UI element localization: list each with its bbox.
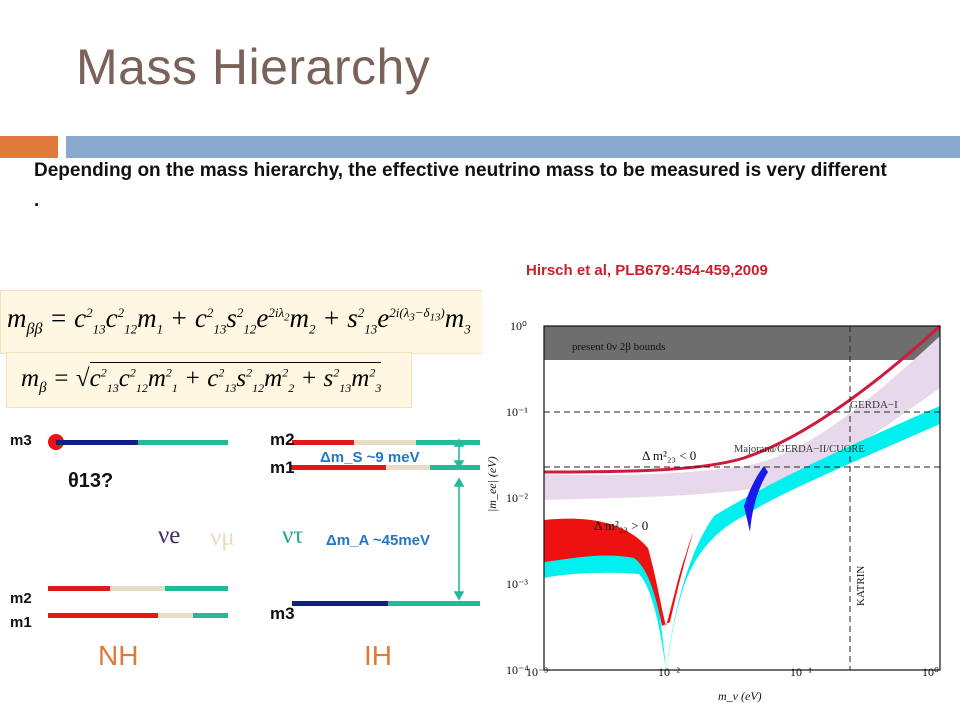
slide-title: Mass Hierarchy bbox=[76, 39, 431, 95]
title-underline-bar bbox=[66, 136, 960, 158]
ih-m3-level bbox=[292, 601, 480, 606]
y-tick-5: 10⁻⁴ bbox=[506, 663, 529, 677]
nh-m2-level bbox=[48, 586, 228, 591]
y-tick-4: 10⁻³ bbox=[506, 577, 528, 591]
nu-tau-label: ντ bbox=[282, 522, 304, 549]
nu-mu-label: νμ bbox=[210, 524, 235, 551]
solar-splitting-label: Δm_S ~9 meV bbox=[320, 449, 420, 466]
x-tick-3: 10⁻¹ bbox=[790, 665, 812, 679]
nh-m1-label: m1 bbox=[10, 614, 32, 631]
katrin-text: KATRIN bbox=[855, 566, 867, 606]
solar-splitting-arrow bbox=[453, 438, 465, 469]
x-tick-2: 10⁻² bbox=[658, 665, 680, 679]
majorana-text: Majorana/GERDA−II/CUORE bbox=[734, 444, 865, 455]
nh-m2-label: m2 bbox=[10, 590, 32, 607]
ih-blue-region bbox=[744, 466, 768, 532]
atmospheric-splitting-arrow bbox=[453, 477, 465, 601]
x-tick-4: 10⁰ bbox=[922, 665, 939, 679]
x-axis-label: m_ν (eV) bbox=[718, 689, 762, 703]
band-text: present 0ν 2β bounds bbox=[572, 341, 665, 353]
x-tick-1: 10⁻³ bbox=[526, 665, 548, 679]
nh-m1-level bbox=[48, 613, 228, 618]
y-axis-label: |m_ee| (eV) bbox=[485, 456, 499, 512]
nh-region-text: Δ m²₂₃ > 0 bbox=[594, 518, 648, 533]
gerda-text: GERDA−I bbox=[850, 399, 898, 411]
ih-band bbox=[544, 336, 940, 500]
y-tick-1: 10⁰ bbox=[510, 319, 527, 333]
nh-core bbox=[544, 518, 694, 626]
nh-m3-level bbox=[48, 434, 228, 450]
y-tick-2: 10⁻¹ bbox=[506, 405, 528, 419]
intro-text: Depending on the mass hierarchy, the eff… bbox=[34, 160, 887, 211]
title-underline-accent bbox=[0, 136, 58, 158]
mbb-equation: mββ = c213c212m1 + c213s212e2iλ2m2 + s21… bbox=[0, 290, 519, 354]
meff-plot: present 0ν 2β bounds GERDA−I Majorana/GE… bbox=[482, 290, 960, 720]
ih-m3-label: m3 bbox=[270, 604, 295, 623]
degenerate-line bbox=[543, 324, 942, 474]
citation-text: Hirsch et al, PLB679:454-459,2009 bbox=[526, 262, 768, 279]
ih-region-text: Δ m²₂₃ < 0 bbox=[642, 448, 696, 463]
ih-m2-label: m2 bbox=[270, 430, 295, 449]
nh-m3-label: m3 bbox=[10, 432, 32, 449]
theta13-label: θ13? bbox=[68, 470, 114, 492]
excluded-region bbox=[544, 326, 940, 360]
ih-m1-level bbox=[290, 465, 480, 470]
mb-equation: mβ = √c213c212m21 + c213s212m22 + s213m2… bbox=[6, 352, 412, 408]
ih-m2-level bbox=[292, 440, 480, 445]
mass-level-diagram bbox=[48, 434, 480, 618]
ih-label: IH bbox=[364, 640, 392, 671]
atmospheric-splitting-label: Δm_A ~45meV bbox=[326, 532, 431, 549]
ih-m1-label: m1 bbox=[270, 458, 295, 477]
y-tick-3: 10⁻² bbox=[506, 491, 528, 505]
nh-label: NH bbox=[98, 640, 139, 671]
nu-e-label: νe bbox=[158, 522, 181, 549]
